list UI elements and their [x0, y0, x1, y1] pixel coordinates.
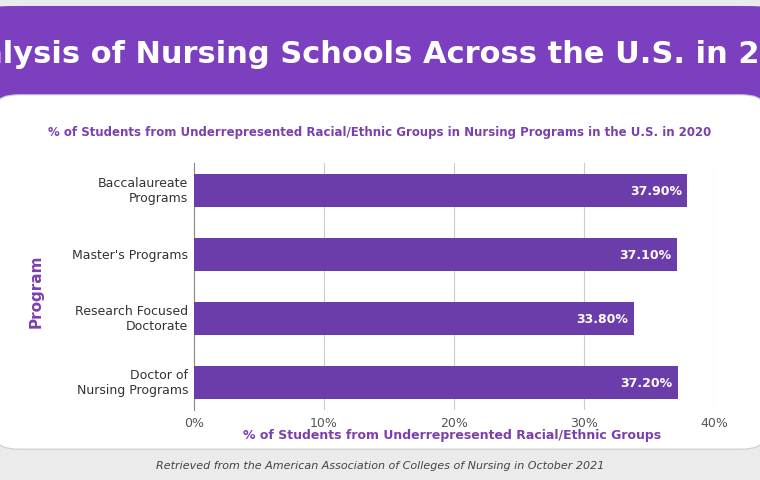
- Bar: [194, 238, 676, 272]
- Text: Program: Program: [29, 254, 44, 327]
- Text: Retrieved from the American Association of Colleges of Nursing in October 2021: Retrieved from the American Association …: [156, 460, 604, 469]
- Text: Analysis of Nursing Schools Across the U.S. in 2020: Analysis of Nursing Schools Across the U…: [0, 39, 760, 69]
- Bar: [194, 366, 678, 399]
- Bar: [194, 174, 687, 208]
- Text: % of Students from Underrepresented Racial/Ethnic Groups: % of Students from Underrepresented Raci…: [243, 428, 661, 441]
- Text: % of Students from Underrepresented Racial/Ethnic Groups in Nursing Programs in : % of Students from Underrepresented Raci…: [49, 126, 711, 139]
- Text: 37.90%: 37.90%: [630, 184, 682, 198]
- Text: 37.20%: 37.20%: [621, 376, 673, 389]
- FancyBboxPatch shape: [0, 96, 760, 449]
- Bar: [194, 302, 634, 336]
- FancyBboxPatch shape: [0, 7, 760, 101]
- Text: 37.10%: 37.10%: [619, 248, 671, 262]
- Text: 33.80%: 33.80%: [577, 312, 629, 325]
